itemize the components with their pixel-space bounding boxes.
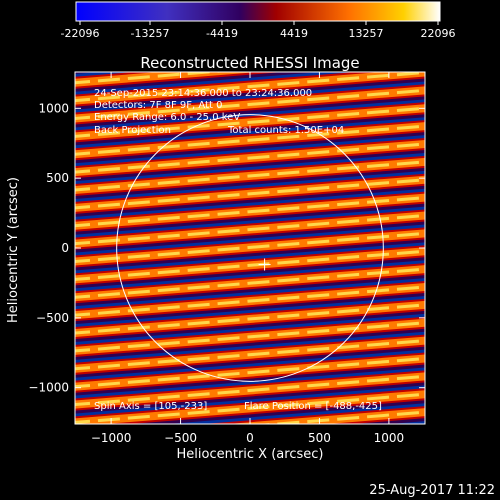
x-tick-label: −1000: [91, 431, 132, 445]
x-tick-label: 500: [308, 431, 331, 445]
fringe-dark: [75, 256, 425, 289]
fringe-core: [75, 267, 425, 299]
chart-title: Reconstructed RHESSI Image: [140, 54, 359, 72]
y-tick-label: 500: [46, 171, 69, 185]
fringe-dark: [75, 238, 425, 271]
y-tick-label: −500: [36, 311, 69, 325]
fringe-core: [75, 321, 425, 353]
fringe-core: [75, 374, 425, 407]
fringe-dark: [75, 148, 425, 182]
x-axis-ticks: −1000 −500 0 500 1000: [91, 72, 404, 445]
fringe-dark: [75, 95, 425, 128]
fringe-dark: [75, 202, 425, 235]
fringe-core: [75, 106, 425, 138]
plot-area: [75, 72, 425, 424]
crosshair-marker: [258, 258, 271, 271]
colorbar-tick-label: 22096: [421, 27, 456, 40]
fringe-dark: [75, 274, 425, 307]
x-tick-label: −500: [164, 431, 197, 445]
total-counts-label: Total counts: 1.50E+04: [227, 125, 344, 136]
fringe-dark: [75, 131, 425, 164]
fringe-core: [75, 213, 425, 246]
fringe-pattern: [75, 72, 425, 424]
annotations: 24-Sep-2015 23:14:36.000 to 23:24:36.000…: [94, 88, 382, 412]
fringe-dark: [75, 291, 425, 325]
fringe-core: [75, 72, 228, 85]
footer-timestamp: 25-Aug-2017 11:22: [369, 483, 495, 498]
fringe-core: [259, 410, 425, 424]
fringe-core: [75, 231, 425, 264]
fringe-dark: [75, 345, 425, 378]
colorbar-tick-label: -13257: [131, 27, 170, 40]
y-tick-label: −1000: [28, 381, 69, 395]
y-tick-label: 0: [61, 241, 69, 255]
x-tick-label: 1000: [374, 431, 405, 445]
y-tick-label: 1000: [38, 101, 69, 115]
y-axis-ticks: −1000 −500 0 500 1000: [28, 101, 425, 395]
fringe-core: [75, 160, 425, 192]
fringe-core: [75, 339, 425, 371]
colorbar: -22096 -13257 -4419 4419 13257 22096: [61, 1, 456, 40]
fringe-dark: [75, 113, 425, 146]
fringe-dark: [75, 327, 425, 360]
fringe-dark: [117, 399, 425, 424]
fringe-dark: [339, 417, 425, 424]
flare-position-label: Flare Position = [-488,-425]: [244, 401, 382, 412]
fringe-dark: [75, 363, 425, 396]
fringe-core: [75, 178, 425, 210]
colorbar-gradient: [75, 1, 441, 22]
fringe-core: [75, 72, 425, 103]
energy-range-label: Energy Range: 6.0 - 25.0 keV: [94, 112, 240, 123]
fringe-core: [75, 285, 425, 317]
fringe-core: [75, 392, 425, 424]
method-label: Back Projection: [94, 125, 171, 136]
spin-axis-label: Spin Axis = [105,-233]: [94, 401, 207, 412]
fringe-dark: [75, 77, 425, 110]
time-range-label: 24-Sep-2015 23:14:36.000 to 23:24:36.000: [94, 88, 312, 99]
fringe-dark: [75, 309, 425, 343]
colorbar-tick-label: -4419: [206, 27, 238, 40]
y-axis-label: Heliocentric Y (arcsec): [6, 177, 21, 323]
fringe-core: [75, 196, 425, 228]
fringe-dark: [75, 184, 425, 217]
colorbar-tick-label: 13257: [349, 27, 384, 40]
fringe-dark: [75, 220, 425, 253]
fringe-core: [75, 303, 425, 335]
fringe-core: [75, 357, 425, 389]
colorbar-tick-label: 4419: [280, 27, 308, 40]
x-axis-label: Heliocentric X (arcsec): [177, 447, 324, 462]
colorbar-tick-label: -22096: [61, 27, 100, 40]
detectors-label: Detectors: 7F 8F 9F, Att 0: [94, 100, 222, 111]
x-tick-label: 0: [246, 431, 254, 445]
fringe-core: [75, 249, 425, 281]
fringe-core: [75, 88, 425, 120]
colorbar-tick-marks: [79, 21, 439, 25]
fringe-core: [75, 124, 425, 156]
fringe-dark: [75, 381, 425, 414]
solar-limb-circle: [116, 114, 384, 382]
fringe-core: [75, 142, 425, 174]
